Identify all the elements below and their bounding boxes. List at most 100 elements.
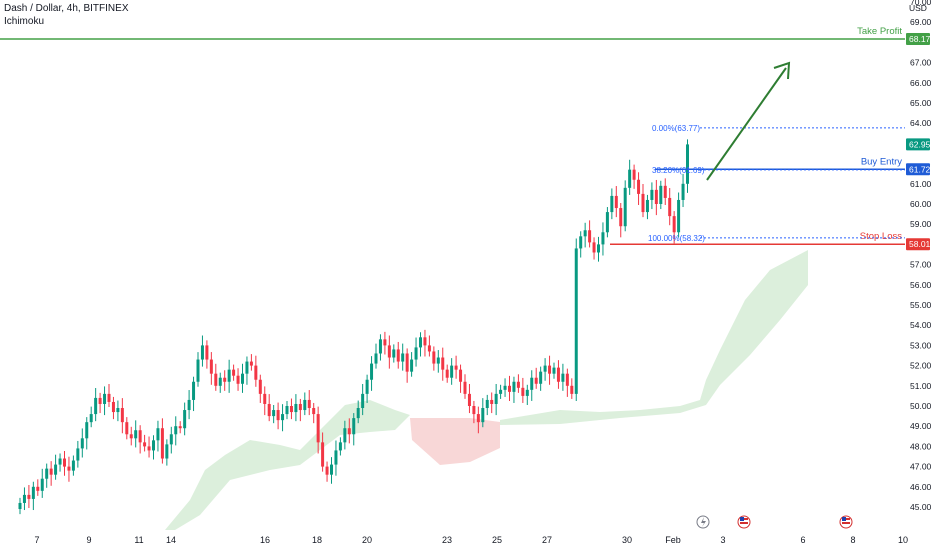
- candle-body: [298, 403, 302, 411]
- candle-body: [67, 466, 71, 471]
- candle-body: [525, 389, 529, 396]
- candle: [178, 421, 182, 434]
- indicator-label[interactable]: Ichimoku: [4, 16, 45, 27]
- candle: [441, 347, 445, 381]
- candle-body: [419, 337, 422, 348]
- candle-body: [432, 351, 436, 364]
- candle-body: [561, 373, 565, 382]
- x-tick-label: 30: [622, 535, 632, 545]
- candle-body: [628, 169, 632, 188]
- candle-body: [592, 242, 596, 253]
- candle-body: [289, 406, 293, 413]
- candle-body: [436, 357, 440, 364]
- candle-body: [583, 230, 587, 237]
- candle-body: [263, 393, 267, 404]
- candle-body: [169, 434, 173, 445]
- candle-body: [659, 185, 663, 204]
- candle: [134, 420, 138, 448]
- candle-body: [325, 466, 329, 475]
- candle-body: [543, 365, 547, 372]
- event-icons[interactable]: [696, 515, 853, 529]
- candle: [236, 368, 240, 391]
- candle-body: [103, 393, 107, 404]
- candle-body: [459, 369, 463, 382]
- candle: [490, 392, 494, 414]
- candle-body: [267, 403, 271, 417]
- candle: [610, 188, 614, 220]
- y-tick-label: 46.00: [910, 482, 932, 492]
- candle-body: [467, 393, 471, 406]
- candle: [383, 331, 387, 355]
- candle-body: [31, 486, 35, 499]
- candle-body: [321, 442, 325, 467]
- candle-body: [410, 359, 414, 372]
- y-tick-label: 55.00: [910, 300, 932, 310]
- candle-body: [116, 408, 120, 413]
- candle-body: [597, 244, 600, 253]
- y-tick-label: 66.00: [910, 78, 932, 88]
- y-tick-label: 69.00: [910, 17, 932, 27]
- candle: [165, 439, 169, 466]
- candle: [298, 398, 302, 422]
- y-tick-label: 53.00: [910, 340, 932, 350]
- candle-body: [623, 187, 627, 227]
- candle: [343, 420, 347, 450]
- candle: [98, 392, 102, 414]
- candle-body: [619, 208, 623, 227]
- candle: [539, 366, 543, 391]
- y-tick-label: 57.00: [910, 260, 932, 270]
- lightning-icon[interactable]: [696, 515, 710, 529]
- x-tick-label: 7: [34, 535, 39, 545]
- candle-body: [654, 189, 658, 204]
- candle: [205, 340, 209, 369]
- candle: [183, 402, 187, 436]
- candle-body: [281, 414, 285, 421]
- candle: [18, 497, 22, 515]
- candle-body: [370, 363, 374, 380]
- candle: [209, 352, 213, 385]
- candle: [258, 374, 262, 403]
- candle-body: [556, 367, 560, 382]
- candle: [71, 455, 75, 476]
- candle-body: [294, 403, 298, 413]
- candle-body: [49, 468, 53, 475]
- candle: [31, 481, 35, 511]
- time-axis[interactable]: 7 9 11 14 16 18 20 23 25 27 30 Feb 3 6 8 10: [34, 535, 908, 545]
- candle: [325, 461, 329, 482]
- candle: [650, 182, 654, 210]
- candle: [49, 461, 53, 486]
- candle-body: [152, 440, 155, 451]
- candle: [623, 180, 627, 232]
- y-tick-label: 54.00: [910, 320, 932, 330]
- candle: [436, 350, 440, 373]
- candle: [445, 364, 449, 383]
- candle-body: [614, 195, 618, 209]
- candle-body: [503, 385, 507, 390]
- candle: [370, 356, 374, 391]
- candle: [267, 394, 271, 422]
- candle: [419, 332, 422, 357]
- candle-body: [574, 248, 578, 394]
- candle-body: [548, 365, 552, 374]
- price-axis[interactable]: 70.00 69.00 67.00 66.00 65.00 64.00 61.00 60.00…: [906, 0, 932, 512]
- y-tick-label: 49.00: [910, 421, 932, 431]
- candle-body: [521, 387, 525, 396]
- candle: [672, 211, 676, 244]
- candle-body: [601, 232, 605, 245]
- candle-body: [485, 399, 489, 409]
- us-flag-icon[interactable]: [737, 515, 751, 529]
- candle-body: [36, 486, 40, 491]
- candle: [276, 402, 280, 430]
- candle: [387, 335, 391, 369]
- x-tick-label: 10: [898, 535, 908, 545]
- us-flag-icon[interactable]: [839, 515, 853, 529]
- candle: [632, 164, 636, 189]
- fib-level-label: 0.00%(63.77): [652, 124, 700, 133]
- candle-body: [330, 464, 333, 475]
- buy-entry-price-tag-text: 61.72: [909, 164, 931, 174]
- candle: [307, 390, 311, 416]
- candle: [619, 202, 623, 238]
- fib-level-label: 100.00%(58.32): [648, 234, 705, 243]
- candle-body: [632, 169, 636, 180]
